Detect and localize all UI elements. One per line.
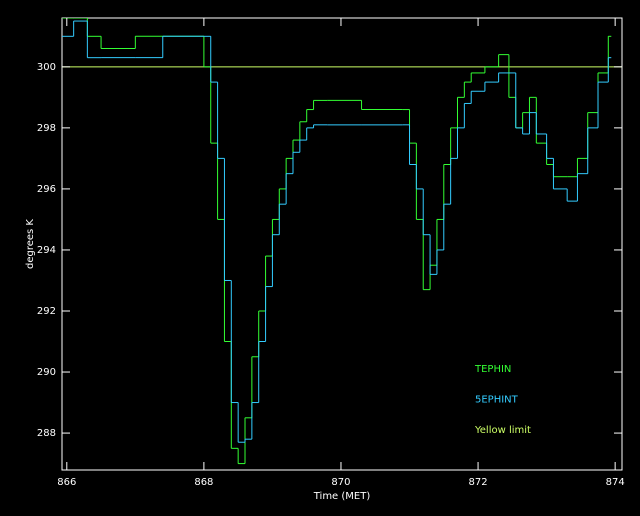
plot-frame <box>61 17 623 471</box>
x-tick-label: 866 <box>57 477 76 488</box>
plot-area <box>62 18 622 465</box>
y-tick-label: 296 <box>37 184 56 195</box>
y-tick-label: 294 <box>37 245 56 256</box>
legend-entry: 5EPHINT <box>475 395 519 406</box>
x-tick-label: 868 <box>194 477 213 488</box>
y-axis-label: degrees K <box>25 219 36 269</box>
y-tick-label: 292 <box>37 306 56 317</box>
x-tick-label: 870 <box>331 477 350 488</box>
y-tick-label: 290 <box>37 367 56 378</box>
legend-entry: TEPHIN <box>474 364 511 375</box>
step-riser <box>73 21 609 443</box>
step-riser <box>86 18 609 464</box>
x-tick-label: 874 <box>606 477 625 488</box>
x-axis-label: Time (MET) <box>313 491 371 502</box>
y-tick-label: 298 <box>37 123 56 134</box>
x-tick-label: 872 <box>469 477 488 488</box>
legend-entry: Yellow limit <box>474 425 531 436</box>
y-tick-label: 300 <box>37 62 56 73</box>
y-tick-label: 288 <box>37 428 56 439</box>
